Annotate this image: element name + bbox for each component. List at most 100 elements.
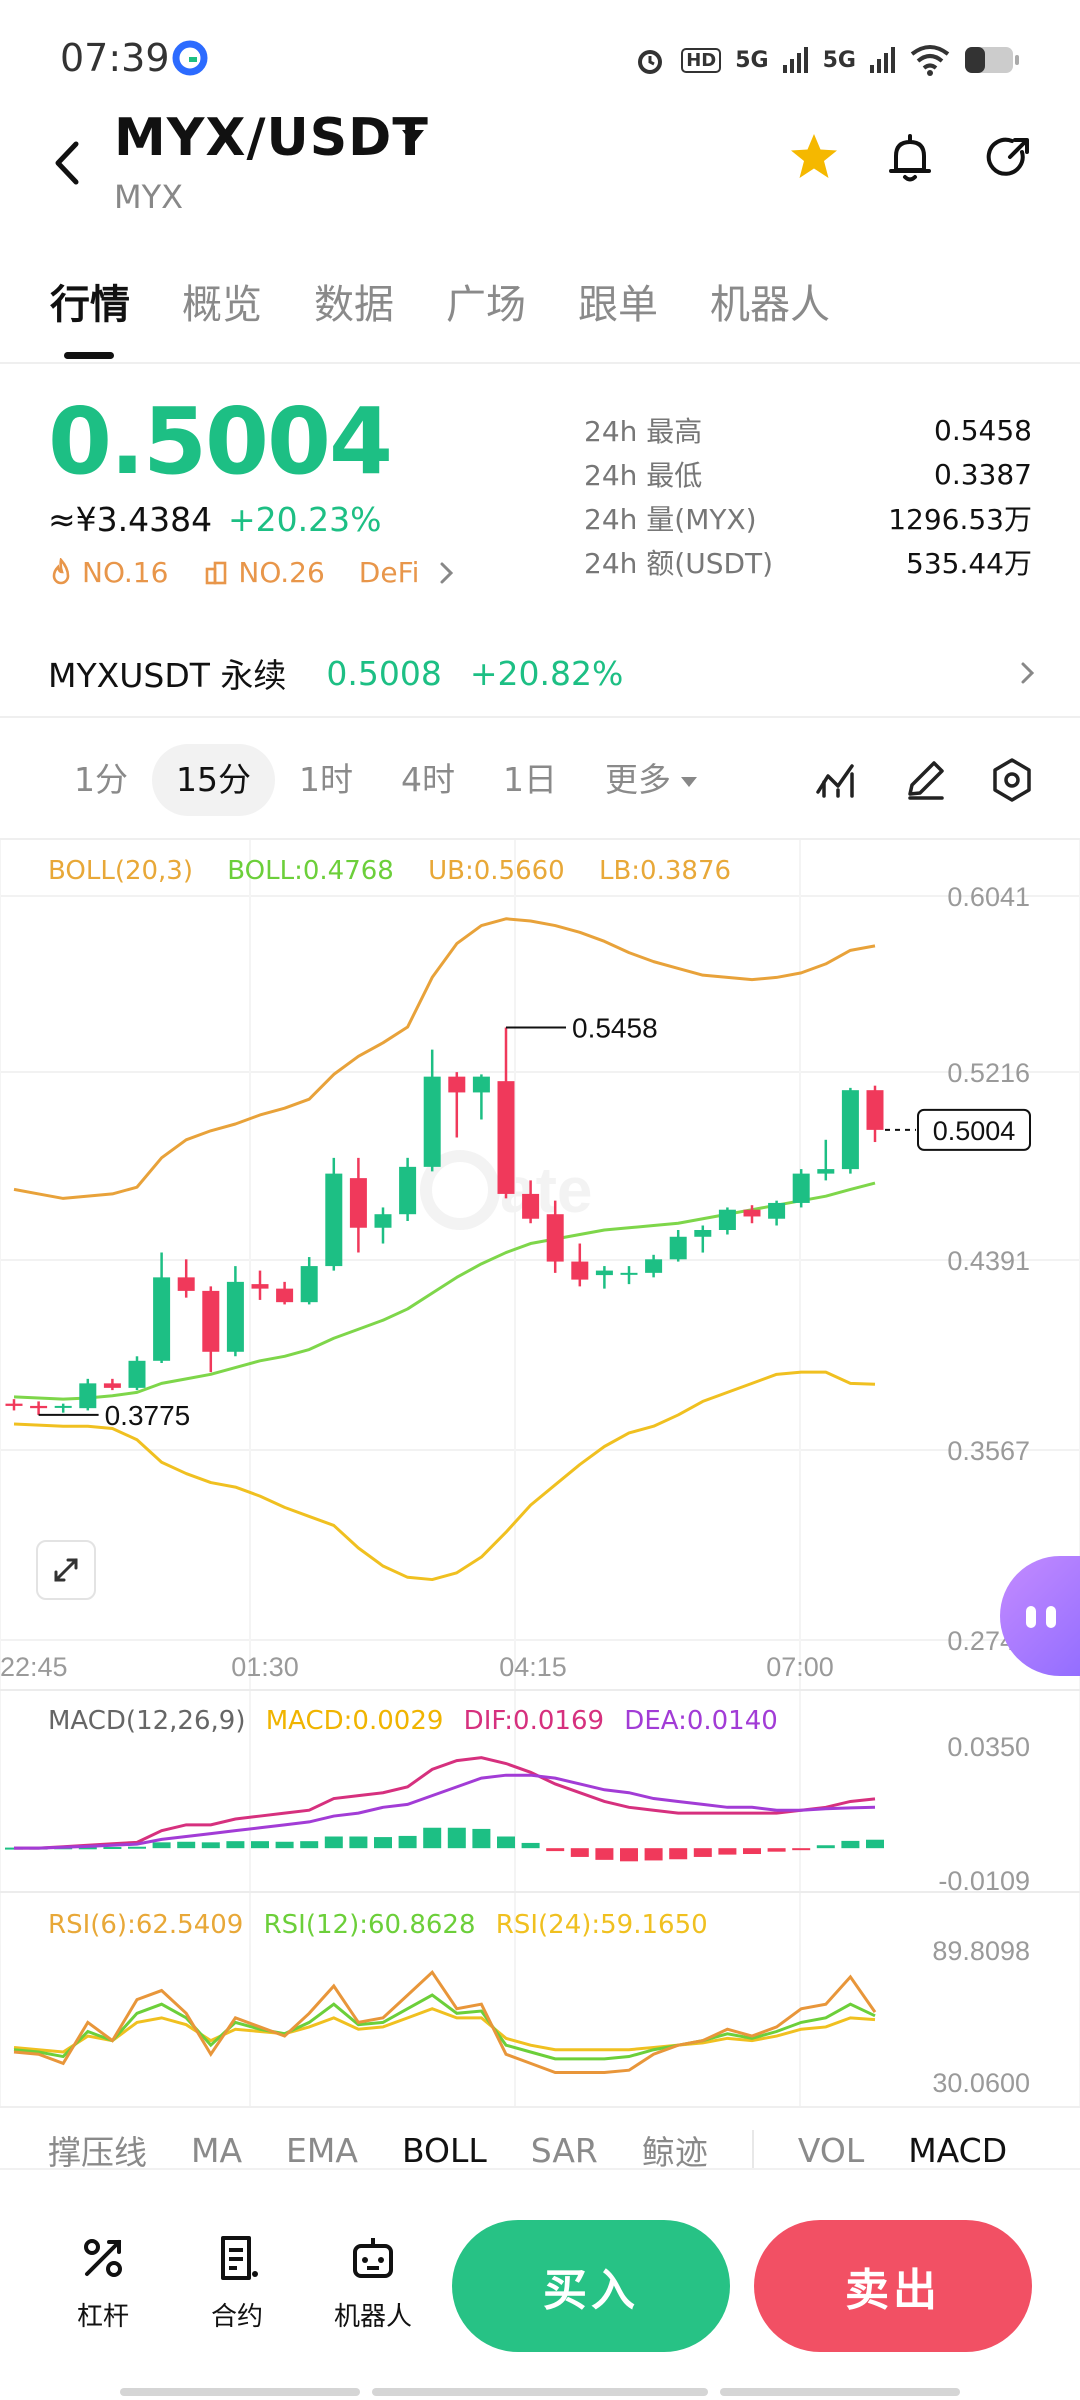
perp-change: +20.82% (469, 653, 624, 693)
interval-4h[interactable]: 4时 (401, 760, 455, 799)
back-button[interactable] (44, 128, 94, 198)
rsi-axis-bottom: 30.0600 (932, 2068, 1030, 2098)
candle-body (817, 1169, 835, 1174)
favorite-star-icon[interactable] (784, 128, 844, 188)
boll-ub-value: UB:0.5660 (428, 856, 565, 886)
candle-body (349, 1178, 367, 1228)
home-indicator (372, 2388, 708, 2396)
boll-legend[interactable]: BOLL(20,3) BOLL:0.4768 UB:0.5660 LB:0.38… (48, 856, 731, 886)
macd-bar (816, 1845, 835, 1849)
leverage-button[interactable]: 杠杆 (48, 2232, 158, 2333)
macd-bar (128, 1846, 146, 1849)
macd-bar (644, 1848, 663, 1861)
chart-grid (0, 840, 1080, 2106)
fullscreen-button[interactable] (36, 1540, 96, 1600)
macd-value: MACD:0.0029 (265, 1706, 444, 1736)
dea-value: DEA:0.0140 (624, 1706, 778, 1736)
stat-value: 0.5458 (934, 413, 1032, 447)
flame-icon (52, 557, 70, 584)
rank-hot[interactable]: NO.16 (82, 556, 169, 589)
macd-legend[interactable]: MACD(12,26,9) MACD:0.0029 DIF:0.0169 DEA… (48, 1706, 778, 1736)
contract-icon (221, 2236, 258, 2280)
kline-chart[interactable]: ate 0.5458 0.3775 0.5004 0.6041 0.5216 0.439… (0, 840, 1080, 2110)
ind-tab-separator (751, 2130, 754, 2170)
stat-row: 24h 额(USDT) 535.44万 (584, 540, 1032, 584)
time-axis-label: 01:30 (231, 1652, 299, 1682)
indicator-divider (0, 2106, 1080, 2108)
ind-tab-vol[interactable]: VOL (797, 2130, 865, 2170)
tab-data[interactable]: 数据 (314, 282, 394, 328)
candle-body (571, 1261, 589, 1280)
macd-axis-bottom: -0.0109 (938, 1866, 1030, 1896)
sector-tag[interactable]: DeFi (358, 556, 420, 589)
macd-bar (423, 1827, 442, 1849)
ind-tab-support[interactable]: 撑压线 (48, 2133, 147, 2172)
interval-more[interactable]: 更多 (581, 744, 721, 816)
ind-tab-macd[interactable]: MACD (908, 2130, 1008, 2170)
contract-button[interactable]: 合约 (182, 2232, 292, 2333)
candle-body (54, 1405, 72, 1408)
price-axis-label: 0.4391 (947, 1246, 1030, 1276)
candle-body (300, 1266, 318, 1303)
interval-15m[interactable]: 15分 (152, 744, 275, 816)
hd-indicator: HD (681, 47, 722, 73)
settings-hex-icon[interactable] (984, 752, 1040, 808)
candle-body (841, 1090, 859, 1170)
perp-name: MYXUSDT 永续 (48, 656, 287, 695)
tab-overview[interactable]: 概览 (182, 282, 262, 328)
perpetual-row[interactable]: MYXUSDT 永续 0.5008 +20.82% (48, 648, 1038, 698)
robot-button[interactable]: 机器人 (318, 2232, 428, 2333)
tab-square[interactable]: 广场 (446, 282, 526, 328)
candle-body (497, 1081, 515, 1194)
candle-body (768, 1202, 786, 1219)
ind-tab-ema[interactable]: EMA (286, 2130, 358, 2170)
contract-label: 合约 (210, 2302, 263, 2332)
draw-pencil-icon[interactable] (898, 752, 954, 808)
rank-cap[interactable]: NO.26 (238, 556, 325, 589)
macd-bar (152, 1842, 171, 1849)
chevron-right-icon (440, 562, 454, 583)
share-icon[interactable] (978, 128, 1038, 188)
tabs-divider (0, 362, 1080, 364)
macd-bar (521, 1842, 540, 1849)
candle-body (153, 1277, 171, 1361)
macd-bar (718, 1848, 737, 1855)
macd-bar (693, 1848, 712, 1857)
home-indicator (120, 2388, 360, 2396)
ind-tab-boll[interactable]: BOLL (401, 2130, 487, 2170)
stat-label: 24h 量(MYX) (584, 503, 757, 536)
pair-subtitle: MYX (114, 178, 184, 216)
indicator-icon[interactable] (810, 752, 866, 808)
candle-body (325, 1173, 343, 1267)
interval-1m[interactable]: 1分 (74, 760, 128, 799)
tab-copy-trade[interactable]: 跟单 (578, 282, 658, 328)
rsi-legend[interactable]: RSI(6):62.5409 RSI(12):60.8628 RSI(24):5… (48, 1910, 708, 1940)
ind-tab-ma[interactable]: MA (191, 2130, 243, 2170)
pair-title[interactable]: MYX/USDT (114, 108, 429, 168)
tab-market[interactable]: 行情 (50, 282, 130, 328)
interval-1h[interactable]: 1时 (299, 760, 353, 799)
candle-body (423, 1076, 441, 1167)
macd-title: MACD(12,26,9) (48, 1706, 246, 1736)
home-indicator (720, 2388, 960, 2396)
ind-tab-whale[interactable]: 鲸迹 (641, 2133, 708, 2172)
time-axis: 22:45 01:30 04:15 07:00 (0, 1652, 834, 1682)
more-label: 更多 (605, 760, 671, 799)
candle-body (202, 1290, 220, 1352)
bell-icon[interactable] (880, 128, 940, 188)
ind-tab-sar[interactable]: SAR (530, 2130, 598, 2170)
dea-line (14, 1773, 876, 1850)
boll-upper-line (13, 917, 876, 1200)
boll-mid-value: BOLL:0.4768 (227, 856, 394, 886)
sell-button[interactable]: 卖出 (754, 2220, 1032, 2352)
candle-body (276, 1288, 294, 1303)
buy-button[interactable]: 买入 (452, 2220, 730, 2352)
network-5g-2: 5G (822, 47, 856, 73)
candle-body (399, 1166, 417, 1215)
macd-panel: 0.0350 -0.0109 (5, 1732, 1030, 1896)
tab-robot[interactable]: 机器人 (710, 282, 830, 328)
interval-1d[interactable]: 1日 (503, 760, 557, 799)
assistant-bubble[interactable] (1000, 1556, 1080, 1676)
pair-dropdown-icon[interactable] (402, 130, 424, 144)
chevron-right-icon (1021, 662, 1035, 684)
